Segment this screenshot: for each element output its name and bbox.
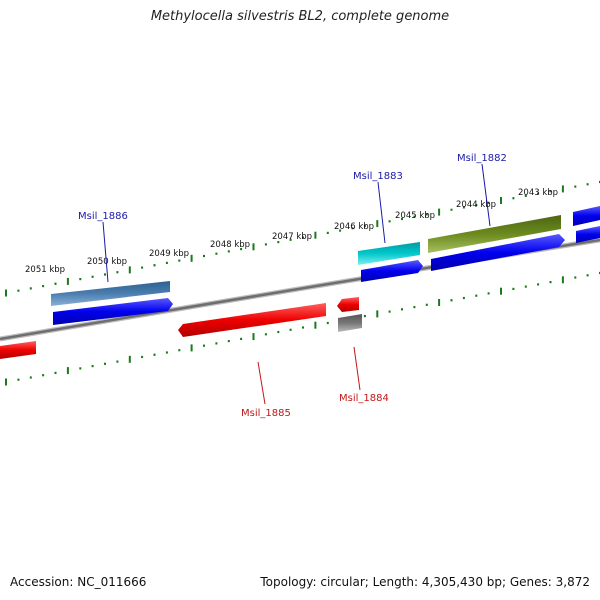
scale-label-2045: 2045 kbp — [395, 211, 435, 221]
scale-label-2050: 2050 kbp — [87, 257, 127, 267]
forward-strand-features — [51, 206, 600, 325]
feature-blue-1886[interactable] — [53, 298, 173, 325]
leader-line-1882 — [481, 163, 491, 227]
feature-red-edge-left[interactable] — [0, 341, 36, 359]
feature-red-1885[interactable] — [178, 303, 326, 337]
gene-labels: Msil_1886 Msil_1883 Msil_1882 Msil_1885 … — [78, 153, 507, 419]
reverse-strand-features — [0, 297, 362, 359]
gene-label-1883[interactable]: Msil_1883 — [353, 171, 403, 182]
feature-olive-1882[interactable] — [428, 215, 561, 253]
scale-label-2043: 2043 kbp — [518, 188, 558, 198]
feature-blue-edge-top[interactable] — [573, 206, 600, 226]
feature-blue-1883[interactable] — [361, 260, 423, 282]
gene-label-1885[interactable]: Msil_1885 — [241, 408, 291, 419]
scale-label-2044: 2044 kbp — [456, 200, 496, 210]
gene-label-1884[interactable]: Msil_1884 — [339, 393, 389, 404]
feature-cyan-1883[interactable] — [358, 242, 420, 265]
scale-label-2047: 2047 kbp — [272, 232, 312, 242]
leader-line-1885 — [257, 361, 266, 405]
leader-line-1886 — [102, 221, 109, 283]
leader-line-1883 — [377, 181, 386, 244]
feature-red-1884[interactable] — [337, 297, 359, 312]
feature-steelblue-1886[interactable] — [51, 281, 170, 306]
genome-summary-text: Topology: circular; Length: 4,305,430 bp… — [260, 575, 590, 589]
leader-line-1884 — [353, 346, 361, 391]
accession-text: Accession: NC_011666 — [10, 575, 147, 589]
scale-label-2049: 2049 kbp — [149, 249, 189, 259]
gene-label-1886[interactable]: Msil_1886 — [78, 211, 128, 222]
scale-label-2051: 2051 kbp — [25, 265, 65, 275]
feature-blue-edge-bottom[interactable] — [576, 226, 600, 243]
feature-gray-1884[interactable] — [338, 314, 362, 332]
genome-title: Methylocella silvestris BL2, complete ge… — [150, 9, 450, 24]
scale-label-2046: 2046 kbp — [334, 222, 374, 232]
outer-scale-ticks — [5, 180, 600, 297]
gene-label-1882[interactable]: Msil_1882 — [457, 153, 507, 164]
scale-label-2048: 2048 kbp — [210, 240, 250, 250]
feature-blue-1882[interactable] — [431, 234, 565, 271]
